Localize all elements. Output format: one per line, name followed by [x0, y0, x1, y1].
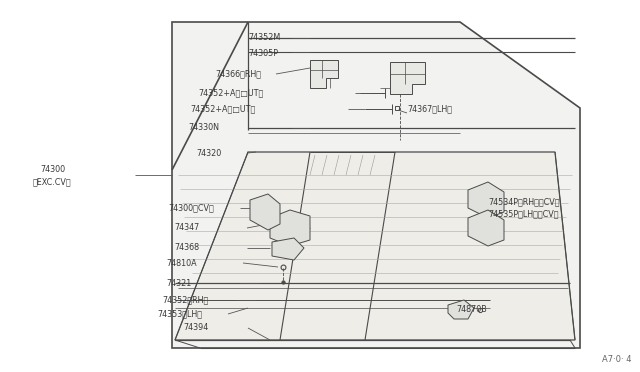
Polygon shape — [272, 238, 304, 260]
Polygon shape — [468, 210, 504, 246]
Polygon shape — [250, 194, 280, 230]
Text: 74305P: 74305P — [248, 49, 278, 58]
Text: 74330N: 74330N — [188, 124, 219, 132]
Text: 74367〈LH〉: 74367〈LH〉 — [407, 105, 452, 113]
Polygon shape — [468, 182, 504, 218]
Text: 74366〈RH〉: 74366〈RH〉 — [215, 70, 261, 78]
Polygon shape — [310, 60, 338, 88]
Text: 74535P〈LH〉〈CV〉: 74535P〈LH〉〈CV〉 — [488, 209, 559, 218]
Text: 74534P〈RH〉〈CV〉: 74534P〈RH〉〈CV〉 — [488, 198, 559, 206]
Text: 74810A: 74810A — [166, 259, 196, 267]
Text: 74353〈LH〉: 74353〈LH〉 — [157, 310, 202, 318]
Text: 74352+A〈□UT〉: 74352+A〈□UT〉 — [198, 89, 263, 97]
Text: 74368: 74368 — [174, 244, 199, 253]
Text: A7·0· 4: A7·0· 4 — [602, 355, 632, 364]
Polygon shape — [270, 210, 310, 246]
Text: 74394: 74394 — [183, 324, 208, 333]
Polygon shape — [175, 152, 575, 340]
Text: 74300: 74300 — [40, 166, 65, 174]
Polygon shape — [390, 62, 425, 94]
Text: 74352〈RH〉: 74352〈RH〉 — [162, 295, 208, 305]
Text: 74352+A〈□UT〉: 74352+A〈□UT〉 — [190, 105, 255, 113]
Text: 74352M: 74352M — [248, 33, 280, 42]
Text: 74870B: 74870B — [456, 305, 487, 314]
Polygon shape — [448, 300, 474, 319]
Text: 74347: 74347 — [174, 224, 199, 232]
Polygon shape — [172, 22, 580, 348]
Text: 74320: 74320 — [196, 148, 221, 157]
Text: 74300〈CV〉: 74300〈CV〉 — [168, 203, 214, 212]
Text: 74321: 74321 — [166, 279, 191, 288]
Text: 〈EXC.CV〉: 〈EXC.CV〉 — [33, 177, 72, 186]
